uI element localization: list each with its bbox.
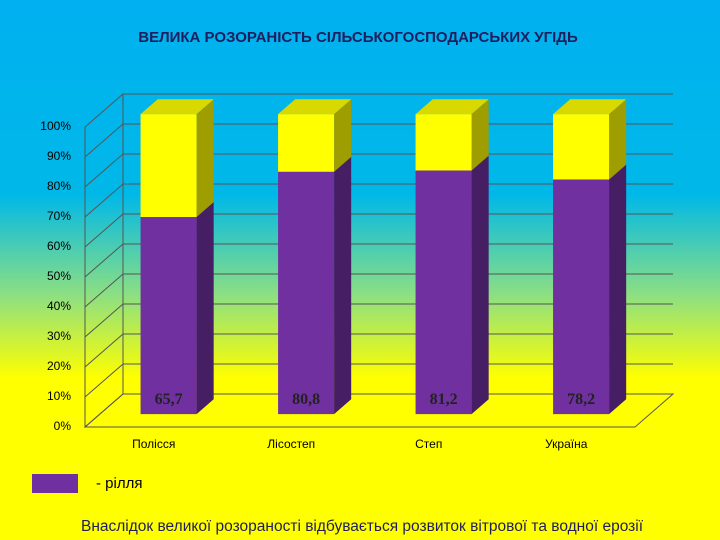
bar-top: [278, 99, 352, 115]
bar-side: [196, 202, 214, 415]
y-tick-label: 10%: [47, 389, 71, 403]
bar-front: [278, 114, 335, 172]
bar-front: [415, 114, 472, 171]
bar-front: [553, 179, 610, 415]
y-tick-label: 100%: [40, 119, 71, 133]
x-tick-label: Лісостеп: [267, 437, 315, 451]
bar-side: [196, 99, 214, 218]
value-label: 81,2: [430, 391, 458, 408]
bar-front: [140, 114, 197, 218]
y-tick-label: 40%: [47, 299, 71, 313]
bar-segment: [140, 99, 214, 218]
grid-line: [84, 153, 673, 188]
x-tick-label: Степ: [415, 437, 442, 451]
y-tick-label: 20%: [47, 359, 71, 373]
bar-front: [140, 217, 197, 415]
y-tick-label: 70%: [47, 209, 71, 223]
grid-line: [84, 213, 673, 248]
grid-line: [84, 243, 673, 278]
legend-swatch: [32, 474, 78, 493]
value-label: 65,7: [155, 391, 183, 408]
chart-title: ВЕЛИКА РОЗОРАНІСТЬ СІЛЬСЬКОГОСПОДАРСЬКИХ…: [138, 29, 578, 46]
grid-line: [84, 303, 673, 338]
bar-side: [471, 155, 489, 415]
bar-segment: [415, 99, 489, 171]
value-label: 78,2: [567, 391, 595, 408]
y-tick-label: 30%: [47, 329, 71, 343]
bar-segment: [553, 164, 627, 415]
y-tick-label: 80%: [47, 179, 71, 193]
bar-side: [609, 164, 627, 415]
bar-segment: [140, 202, 214, 415]
bar-side: [334, 99, 352, 172]
y-tick-label: 50%: [47, 269, 71, 283]
grid-line: [84, 183, 673, 218]
x-tick-label: Полісся: [132, 437, 175, 451]
bar-top: [553, 99, 627, 115]
bar-side: [471, 99, 489, 171]
bar-segment: [278, 156, 352, 415]
grid-line: [84, 273, 673, 308]
grid-line: [84, 393, 673, 428]
bar-top: [415, 99, 489, 115]
grid-line: [84, 123, 673, 158]
bar-top: [140, 99, 214, 115]
y-tick-label: 0%: [54, 419, 72, 433]
bar-segment: [278, 99, 352, 172]
bar-front: [278, 171, 335, 415]
bar-front: [415, 170, 472, 415]
value-label: 80,8: [292, 391, 320, 408]
y-tick-label: 60%: [47, 239, 71, 253]
footnote: Внаслідок великої розораності відбуваєть…: [81, 518, 644, 535]
grid-line: [84, 363, 673, 398]
x-tick-label: Україна: [545, 437, 588, 451]
bar-segment: [553, 99, 627, 180]
y-tick-label: 90%: [47, 149, 71, 163]
legend-label: - рілля: [96, 475, 142, 492]
bar-side: [334, 156, 352, 415]
bar-side: [609, 99, 627, 180]
grid-line: [84, 93, 673, 128]
grid-line: [84, 333, 673, 368]
bar-segment: [415, 155, 489, 415]
bar-front: [553, 114, 610, 180]
